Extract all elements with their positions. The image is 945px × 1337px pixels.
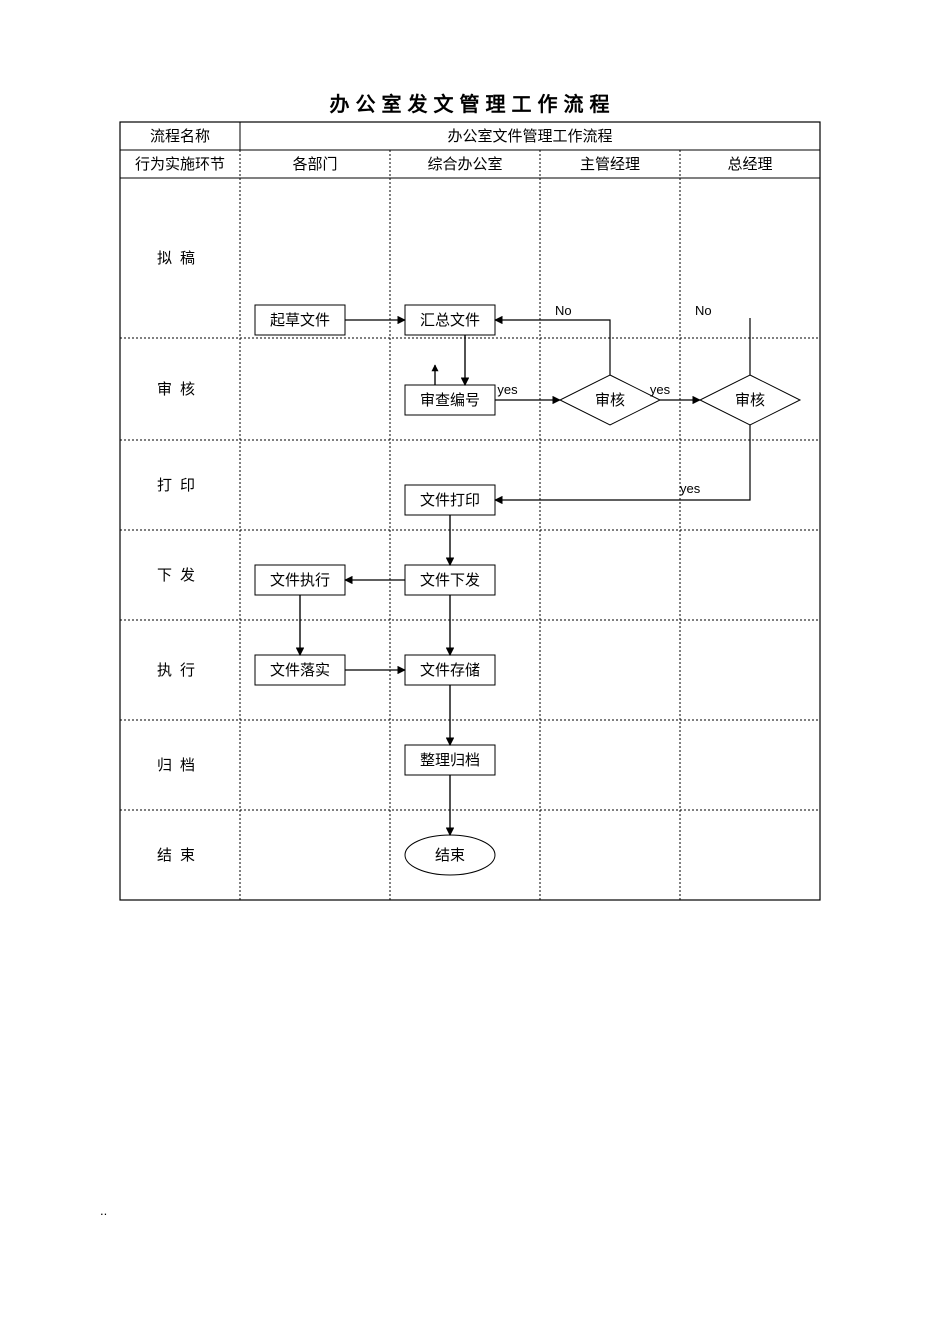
header-lane-3: 总经理 xyxy=(727,156,772,173)
node-label-n_end: 结束 xyxy=(435,847,465,864)
node-label-n_archive: 整理归档 xyxy=(420,752,480,769)
edge-label: No xyxy=(695,303,712,318)
edge-label: yes xyxy=(497,382,518,397)
page-footer-dots: .. xyxy=(100,1203,107,1218)
row-label-3: 下发 xyxy=(157,567,203,584)
row-label-1: 审核 xyxy=(157,381,203,398)
edge-label: No xyxy=(555,303,572,318)
node-label-n_store: 文件存储 xyxy=(420,662,480,679)
row-label-2: 打印 xyxy=(157,477,203,494)
header-process-name: 流程名称 xyxy=(150,128,210,145)
row-label-0: 拟稿 xyxy=(157,250,203,267)
node-label-n_print: 文件打印 xyxy=(420,492,480,509)
flowchart-svg: 流程名称 办公室文件管理工作流程行为实施环节 各部门 综合办公室 主管经理 总经理拟稿审核… xyxy=(0,0,945,1337)
row-label-6: 结束 xyxy=(157,847,203,864)
edge-label: yes xyxy=(650,382,671,397)
node-label-n_collect: 汇总文件 xyxy=(420,312,480,329)
header-process-title: 办公室文件管理工作流程 xyxy=(447,128,612,145)
node-label-n_review1: 审核 xyxy=(595,392,625,409)
header-lane-2: 主管经理 xyxy=(580,156,640,173)
header-step-col: 行为实施环节 xyxy=(135,156,225,173)
header-lane-0: 各部门 xyxy=(292,156,337,173)
row-label-5: 归档 xyxy=(157,757,203,774)
node-label-n_exec: 文件执行 xyxy=(270,572,330,589)
row-label-4: 执行 xyxy=(157,662,203,679)
edge-label: yes xyxy=(680,481,701,496)
node-label-n_number: 审查编号 xyxy=(420,392,480,409)
node-label-n_done: 文件落实 xyxy=(270,662,330,679)
header-lane-1: 综合办公室 xyxy=(427,156,502,173)
flowchart-page: 办公室发文管理工作流程 流程名称办公室文件管理工作流程行为实施环节各部门综合办公… xyxy=(0,0,945,1337)
node-label-n_draft: 起草文件 xyxy=(270,312,330,329)
node-label-n_issue: 文件下发 xyxy=(420,572,480,589)
node-label-n_review2: 审核 xyxy=(735,392,765,409)
